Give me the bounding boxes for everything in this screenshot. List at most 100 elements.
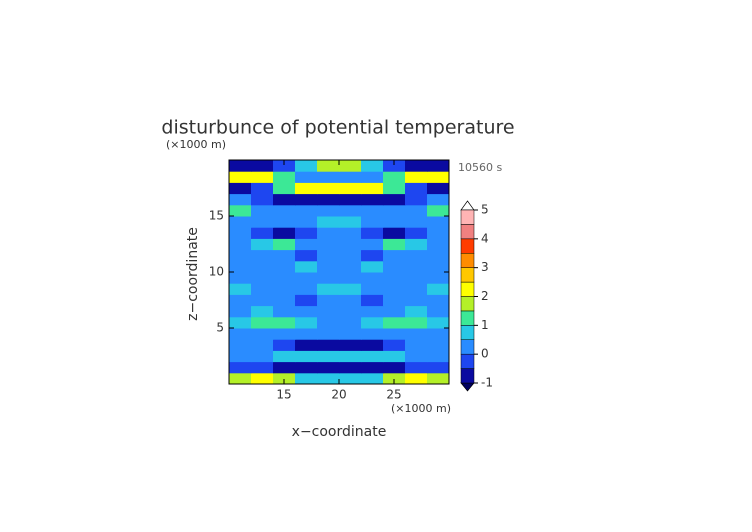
colorbar-tick-label: -1: [481, 376, 493, 390]
colorbar-box: [460, 353, 475, 369]
heatmap-cell: [273, 216, 296, 228]
heatmap-cell: [339, 171, 362, 183]
heatmap-cell: [427, 227, 450, 239]
heatmap-cell: [317, 372, 340, 385]
heatmap-cell: [317, 361, 340, 374]
heatmap-cell: [383, 350, 406, 363]
heatmap-cell: [273, 339, 296, 351]
heatmap-cell: [273, 372, 296, 385]
heatmap-cell: [251, 204, 274, 217]
heatmap-cell: [317, 216, 340, 228]
heatmap-cell: [427, 260, 450, 273]
heatmap-cell: [405, 305, 428, 318]
heatmap-cell: [405, 227, 428, 239]
heatmap-cell: [295, 238, 318, 251]
heatmap-cell: [361, 305, 384, 318]
heatmap-cell: [383, 328, 406, 340]
heatmap-cell: [317, 350, 340, 363]
heatmap-cell: [251, 316, 274, 329]
heatmap-cell: [229, 260, 252, 273]
heatmap-cell: [273, 294, 296, 307]
heatmap-cell: [383, 227, 406, 239]
heatmap-cell: [339, 249, 362, 262]
heatmap-cell: [295, 339, 318, 351]
heatmap-cell: [229, 227, 252, 239]
heatmap-cell: [317, 260, 340, 273]
heatmap-cell: [273, 350, 296, 363]
colorbar-tick-label: 3: [481, 260, 489, 274]
heatmap-cell: [295, 227, 318, 239]
heatmap-cell: [361, 339, 384, 351]
heatmap-cell: [339, 272, 362, 284]
heatmap-cell: [339, 182, 362, 195]
heatmap-cell: [383, 316, 406, 329]
heatmap-cell: [383, 160, 406, 172]
heatmap-cell: [361, 283, 384, 295]
heatmap-cell: [251, 339, 274, 351]
heatmap-cell: [251, 294, 274, 307]
heatmap-cell: [427, 339, 450, 351]
heatmap-cell: [361, 193, 384, 206]
heatmap-cell: [229, 339, 252, 351]
heatmap-cell: [361, 294, 384, 307]
heatmap-cell: [251, 361, 274, 374]
heatmap-cell: [317, 328, 340, 340]
heatmap-cell: [229, 216, 252, 228]
heatmap-cell: [361, 171, 384, 183]
heatmap-cell: [273, 238, 296, 251]
heatmap-cell: [339, 350, 362, 363]
heatmap-cell: [339, 216, 362, 228]
heatmap-cell: [295, 272, 318, 284]
colorbar-box: [460, 368, 475, 384]
heatmap-cell: [317, 272, 340, 284]
heatmap-cell: [383, 182, 406, 195]
heatmap-cell: [295, 305, 318, 318]
heatmap-cell: [427, 272, 450, 284]
heatmap-cell: [339, 294, 362, 307]
heatmap-cell: [427, 204, 450, 217]
heatmap-cell: [251, 171, 274, 183]
heatmap-cell: [229, 361, 252, 374]
heatmap-cell: [229, 316, 252, 329]
heatmap-cell: [229, 272, 252, 284]
heatmap-cell: [405, 238, 428, 251]
heatmap-cell: [273, 182, 296, 195]
heatmap-cell: [251, 160, 274, 172]
heatmap-cell: [427, 328, 450, 340]
heatmap-cell: [273, 305, 296, 318]
heatmap-cell: [405, 171, 428, 183]
y-tick-label: 5: [216, 321, 224, 335]
chart-title: disturbunce of potential temperature: [161, 117, 514, 139]
heatmap-cell: [383, 361, 406, 374]
heatmap-cell: [229, 182, 252, 195]
heatmap-cell: [427, 294, 450, 307]
heatmap-cell: [273, 260, 296, 273]
colorbar-box: [460, 238, 475, 254]
heatmap-cell: [383, 294, 406, 307]
heatmap-cell: [229, 193, 252, 206]
heatmap-cell: [273, 160, 296, 172]
heatmap-cell: [405, 339, 428, 351]
heatmap-cell: [273, 204, 296, 217]
heatmap-cell: [405, 260, 428, 273]
heatmap-cell: [295, 260, 318, 273]
heatmap-cell: [251, 260, 274, 273]
heatmap-cell: [427, 372, 450, 385]
heatmap-cell: [251, 227, 274, 239]
heatmap-cell: [317, 339, 340, 351]
heatmap-cell: [383, 171, 406, 183]
heatmap-cell: [295, 171, 318, 183]
heatmap-cell: [229, 305, 252, 318]
heatmap-cell: [251, 193, 274, 206]
heatmap-cell: [295, 216, 318, 228]
heatmap-cell: [427, 171, 450, 183]
heatmap-cell: [317, 193, 340, 206]
heatmap-cell: [229, 294, 252, 307]
heatmap-cell: [295, 372, 318, 385]
x-axis-label: x−coordinate: [292, 424, 387, 440]
heatmap-cell: [339, 328, 362, 340]
heatmap-cell: [405, 350, 428, 363]
heatmap-cell: [339, 372, 362, 385]
heatmap-cell: [295, 283, 318, 295]
colorbar-tick-label: 5: [481, 203, 489, 217]
